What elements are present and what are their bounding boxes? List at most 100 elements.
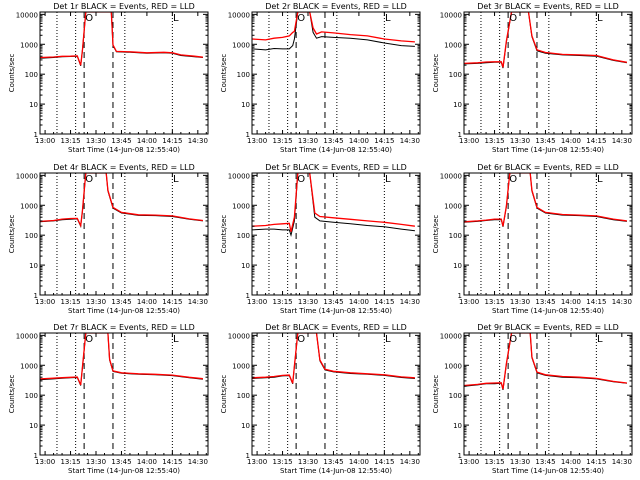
top-symbol-marker: O bbox=[85, 13, 93, 24]
lld-series-line bbox=[40, 333, 203, 386]
x-tick-label: 13:15 bbox=[60, 458, 80, 466]
y-tick-label: 1000 bbox=[232, 41, 250, 49]
y-tick-label: 1 bbox=[458, 292, 462, 300]
y-tick-label: 1 bbox=[34, 131, 38, 139]
x-tick-label: 14:30 bbox=[400, 458, 420, 466]
x-tick-label: 14:00 bbox=[561, 458, 581, 466]
y-tick-label: 10000 bbox=[16, 332, 38, 340]
x-axis-label: Start Time (14-Jun-08 12:55:40) bbox=[280, 307, 392, 315]
x-tick-label: 14:15 bbox=[586, 137, 606, 145]
panel-frame bbox=[39, 332, 209, 456]
x-tick-label: 14:30 bbox=[612, 137, 632, 145]
x-tick-label: 13:15 bbox=[484, 137, 504, 145]
x-tick-label: 13:30 bbox=[86, 137, 106, 145]
x-tick-label: 14:00 bbox=[561, 137, 581, 145]
y-tick-label: 10 bbox=[453, 101, 462, 109]
y-axis-label: Counts/sec bbox=[220, 215, 228, 254]
y-tick-label: 100 bbox=[237, 392, 250, 400]
x-tick-label: 14:15 bbox=[586, 298, 606, 306]
y-axis-label: Counts/sec bbox=[8, 54, 16, 93]
x-tick-label: 13:45 bbox=[323, 458, 343, 466]
panel-frame bbox=[39, 11, 209, 135]
x-tick-label: 14:30 bbox=[400, 298, 420, 306]
x-axis-label: Start Time (14-Jun-08 12:55:40) bbox=[280, 146, 392, 154]
y-tick-label: 100 bbox=[449, 392, 462, 400]
x-axis-label: Start Time (14-Jun-08 12:55:40) bbox=[492, 307, 604, 315]
top-symbol-marker: L bbox=[597, 334, 603, 345]
x-tick-label: 14:15 bbox=[374, 137, 394, 145]
lld-series-line bbox=[464, 173, 627, 227]
panel-frame bbox=[251, 172, 421, 296]
lld-series-line bbox=[252, 173, 415, 232]
panel-title: Det 2r BLACK = Events, RED = LLD bbox=[265, 2, 407, 11]
x-tick-label: 13:00 bbox=[459, 137, 479, 145]
x-tick-label: 13:30 bbox=[298, 137, 318, 145]
x-tick-label: 13:00 bbox=[459, 458, 479, 466]
y-tick-label: 1 bbox=[34, 452, 38, 460]
x-tick-label: 14:00 bbox=[137, 458, 157, 466]
top-symbol-marker: O bbox=[509, 174, 517, 185]
y-tick-label: 10000 bbox=[228, 172, 250, 180]
y-tick-label: 10000 bbox=[440, 172, 462, 180]
x-tick-label: 13:30 bbox=[86, 298, 106, 306]
x-tick-label: 13:45 bbox=[111, 298, 131, 306]
top-symbol-marker: O bbox=[85, 174, 93, 185]
x-tick-label: 13:15 bbox=[484, 458, 504, 466]
panel-frame bbox=[251, 11, 421, 135]
y-tick-label: 1 bbox=[458, 452, 462, 460]
x-tick-label: 14:15 bbox=[374, 458, 394, 466]
y-tick-label: 10000 bbox=[16, 172, 38, 180]
y-tick-label: 10000 bbox=[228, 11, 250, 19]
y-tick-label: 100 bbox=[25, 232, 38, 240]
x-tick-label: 14:00 bbox=[349, 458, 369, 466]
lld-series-line bbox=[40, 12, 203, 66]
lld-series-line bbox=[464, 333, 627, 390]
panel-title: Det 6r BLACK = Events, RED = LLD bbox=[477, 163, 619, 172]
x-tick-label: 13:45 bbox=[111, 458, 131, 466]
x-tick-label: 14:00 bbox=[349, 137, 369, 145]
top-symbol-marker: O bbox=[509, 13, 517, 24]
y-axis-label: Counts/sec bbox=[8, 375, 16, 414]
y-tick-label: 10 bbox=[29, 422, 38, 430]
y-tick-label: 1000 bbox=[444, 362, 462, 370]
x-tick-label: 13:30 bbox=[510, 298, 530, 306]
x-tick-label: 13:00 bbox=[35, 458, 55, 466]
lld-series-line bbox=[252, 12, 415, 43]
panel-title: Det 8r BLACK = Events, RED = LLD bbox=[265, 323, 407, 332]
y-tick-label: 100 bbox=[449, 232, 462, 240]
panel-title: Det 4r BLACK = Events, RED = LLD bbox=[53, 163, 195, 172]
x-tick-label: 14:30 bbox=[188, 137, 208, 145]
x-tick-label: 13:15 bbox=[272, 137, 292, 145]
top-symbol-marker: O bbox=[297, 174, 305, 185]
x-tick-label: 13:30 bbox=[298, 458, 318, 466]
y-tick-label: 10000 bbox=[440, 332, 462, 340]
panel-frame bbox=[251, 332, 421, 456]
x-tick-label: 13:45 bbox=[111, 137, 131, 145]
x-tick-label: 14:15 bbox=[374, 298, 394, 306]
panel-title: Det 7r BLACK = Events, RED = LLD bbox=[53, 323, 195, 332]
x-tick-label: 13:45 bbox=[535, 298, 555, 306]
x-tick-label: 13:15 bbox=[272, 458, 292, 466]
y-axis-label: Counts/sec bbox=[220, 54, 228, 93]
x-tick-label: 13:30 bbox=[298, 298, 318, 306]
x-tick-label: 13:00 bbox=[35, 137, 55, 145]
y-tick-label: 10 bbox=[453, 422, 462, 430]
x-tick-label: 13:30 bbox=[86, 458, 106, 466]
x-tick-label: 13:45 bbox=[323, 137, 343, 145]
x-tick-label: 14:00 bbox=[561, 298, 581, 306]
x-tick-label: 14:00 bbox=[137, 298, 157, 306]
x-tick-label: 14:00 bbox=[137, 137, 157, 145]
panel-title: Det 9r BLACK = Events, RED = LLD bbox=[477, 323, 619, 332]
panel-title: Det 5r BLACK = Events, RED = LLD bbox=[265, 163, 407, 172]
y-axis-label: Counts/sec bbox=[432, 215, 440, 254]
y-tick-label: 1000 bbox=[444, 41, 462, 49]
y-tick-label: 1 bbox=[34, 292, 38, 300]
y-tick-label: 1000 bbox=[20, 362, 38, 370]
y-tick-label: 10 bbox=[241, 101, 250, 109]
